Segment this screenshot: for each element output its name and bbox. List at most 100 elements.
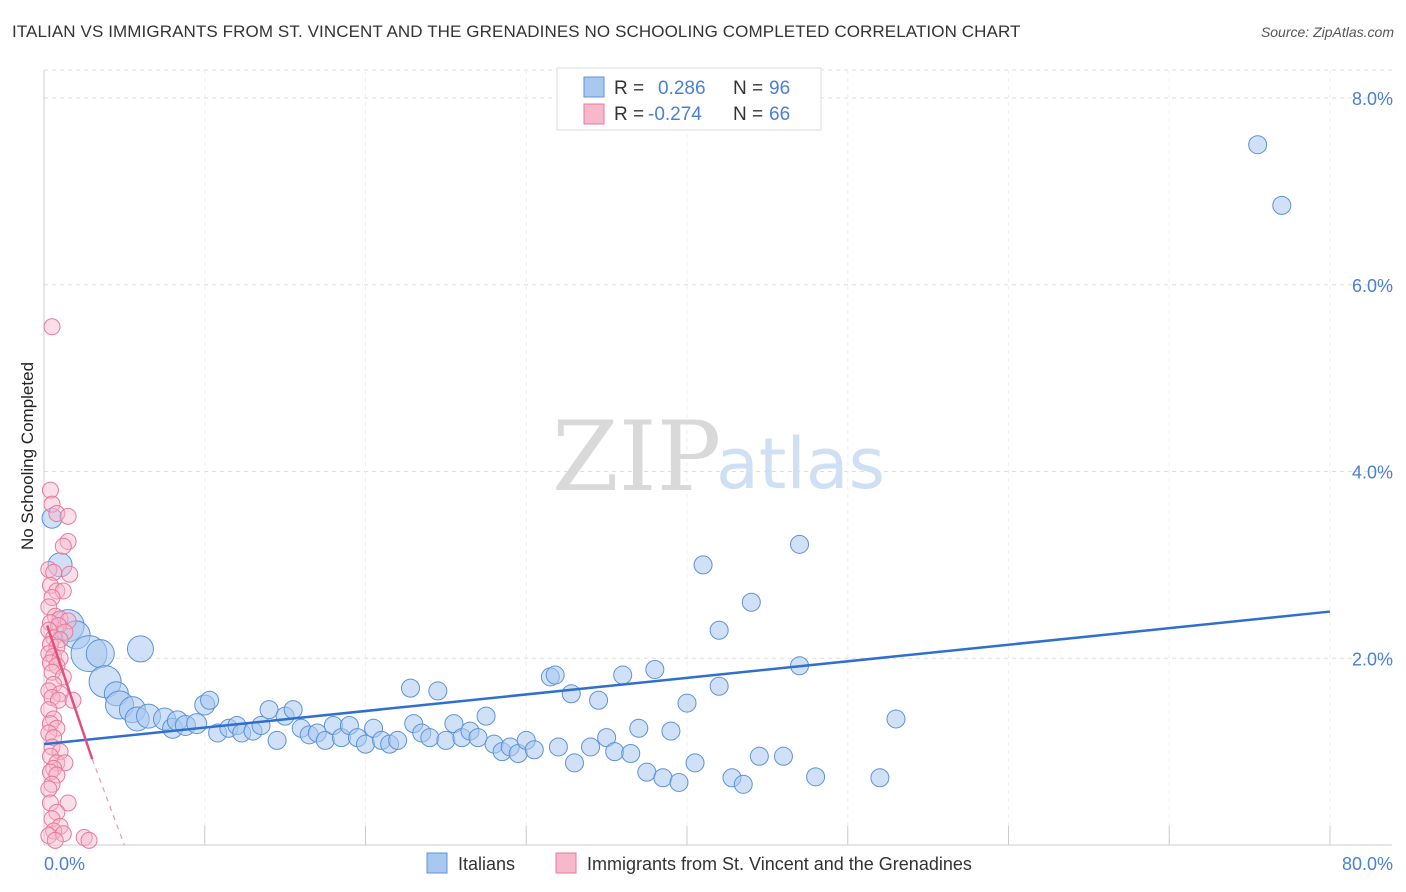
y-tick-label-2: 6.0% (1352, 276, 1393, 296)
legend-r-value-1: 0.286 (658, 78, 706, 99)
point-italians-74 (653, 768, 673, 788)
legend-r-label-2: R = (614, 104, 644, 125)
correlation-legend: R = 0.286 N = 96 R = -0.274 N = 66 (556, 67, 822, 131)
point-italians-84 (741, 592, 761, 612)
point-st-vincent-1 (41, 481, 59, 499)
series-st-vincent (40, 318, 98, 849)
y-tick-label-3: 8.0% (1352, 89, 1393, 109)
point-italians-64 (564, 753, 584, 773)
point-italians-81 (709, 620, 729, 640)
point-st-vincent-62 (80, 831, 98, 849)
point-st-vincent-43 (40, 724, 58, 742)
point-italians-65 (581, 737, 601, 757)
trendline-st-vincent-extension (91, 758, 125, 846)
point-st-vincent-5 (59, 533, 77, 551)
y-tick-label-1: 4.0% (1352, 463, 1393, 483)
point-italians-29 (283, 700, 303, 720)
point-italians-88 (790, 534, 810, 554)
point-st-vincent-53 (43, 775, 61, 793)
legend-swatch-st-vincent (555, 852, 577, 874)
point-st-vincent-6 (54, 537, 72, 555)
point-st-vincent-0 (43, 318, 61, 336)
point-st-vincent-54 (40, 780, 58, 798)
trend-lines (43, 610, 1331, 846)
point-st-vincent-13 (43, 589, 61, 607)
point-italians-91 (886, 709, 906, 729)
chart-source: Source: ZipAtlas.com (1260, 24, 1394, 40)
point-italians-83 (733, 774, 753, 794)
point-italians-53 (476, 706, 496, 726)
series-legend: Italians Immigrants from St. Vincent and… (426, 852, 972, 874)
point-italians-70 (621, 743, 641, 763)
point-st-vincent-9 (61, 565, 79, 583)
point-italians-66 (589, 690, 609, 710)
series-italians (41, 135, 1292, 794)
legend-n-value-1: 96 (769, 78, 790, 99)
point-italians-59 (524, 740, 544, 760)
legend-swatch-pink (583, 103, 605, 125)
y-axis-label: No Schooling Completed (18, 362, 37, 550)
point-italians-85 (749, 746, 769, 766)
point-italians-90 (870, 768, 890, 788)
legend-r-label-1: R = (614, 78, 644, 99)
legend-n-value-2: 66 (769, 104, 790, 125)
point-italians-43 (401, 678, 421, 698)
point-italians-42 (388, 730, 408, 750)
point-italians-73 (645, 659, 665, 679)
legend-n-label-1: N = (733, 78, 763, 99)
point-italians-86 (773, 746, 793, 766)
point-italians-78 (685, 753, 705, 773)
point-italians-79 (693, 555, 713, 575)
point-italians-0 (41, 507, 63, 529)
point-st-vincent-3 (48, 505, 66, 523)
trendline-st-vincent (46, 625, 94, 760)
point-italians-48 (436, 730, 456, 750)
point-st-vincent-2 (43, 495, 61, 513)
point-st-vincent-49 (56, 754, 74, 772)
point-italians-77 (677, 693, 697, 713)
point-italians-63 (561, 684, 581, 704)
trendline-italians (43, 610, 1331, 746)
legend-n-label-2: N = (733, 104, 763, 125)
point-italians-80 (709, 676, 729, 696)
watermark-atlas: atlas (716, 423, 885, 505)
point-italians-27 (267, 730, 287, 750)
point-italians-69 (613, 665, 633, 685)
legend-swatch-italians (426, 852, 448, 874)
legend-label-italians: Italians (458, 854, 515, 874)
point-italians-46 (420, 728, 440, 748)
point-italians-76 (669, 772, 689, 792)
legend-r-value-2: -0.274 (648, 104, 702, 125)
point-st-vincent-42 (48, 719, 66, 737)
legend-swatch-blue (583, 76, 605, 98)
point-st-vincent-17 (59, 612, 77, 630)
point-st-vincent-61 (75, 829, 93, 847)
x-tick-label-max: 80.0% (1342, 854, 1393, 874)
point-italians-5 (85, 639, 115, 669)
point-italians-25 (251, 715, 271, 735)
point-italians-92 (1248, 135, 1268, 155)
grid (44, 69, 1392, 845)
chart-title: ITALIAN VS IMMIGRANTS FROM ST. VINCENT A… (12, 22, 1021, 41)
point-italians-19 (200, 690, 220, 710)
point-italians-61 (545, 665, 565, 685)
point-italians-38 (356, 734, 375, 754)
point-italians-71 (629, 718, 649, 738)
point-italians-72 (637, 762, 657, 782)
point-italians-62 (548, 737, 568, 757)
point-st-vincent-39 (40, 701, 58, 719)
point-italians-68 (605, 742, 625, 762)
point-italians-93 (1272, 195, 1292, 215)
point-st-vincent-65 (46, 831, 64, 849)
point-st-vincent-56 (59, 794, 77, 812)
point-st-vincent-52 (48, 766, 66, 784)
point-italians-47 (428, 681, 448, 701)
point-italians-11 (126, 635, 154, 663)
watermark-zip: ZIP (552, 401, 721, 513)
point-italians-75 (661, 721, 681, 741)
x-tick-label-min: 0.0% (44, 854, 85, 874)
point-st-vincent-4 (59, 507, 77, 525)
point-italians-89 (806, 767, 826, 787)
point-italians-52 (468, 728, 488, 748)
